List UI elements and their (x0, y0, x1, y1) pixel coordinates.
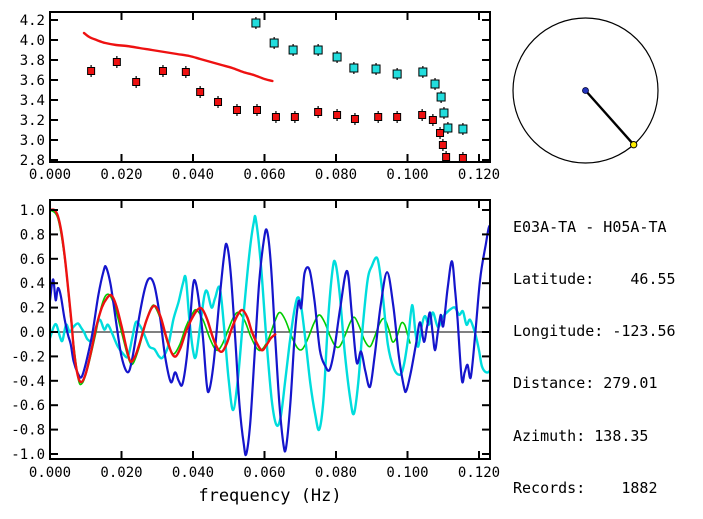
measured-dispersion-cyan-marker (430, 79, 440, 89)
measured-dispersion-red-marker (438, 141, 447, 149)
x-tick-label: 0.000 (29, 465, 71, 481)
dispersion-plot-border (49, 11, 491, 163)
y-tick-label: 3.4 (20, 93, 45, 109)
measured-dispersion-cyan (251, 17, 468, 135)
azimuth-dial (512, 17, 659, 164)
info-row-records: Records: 1882 (513, 478, 658, 497)
y-tick-label: 0.4 (20, 276, 45, 292)
info-row-latitude: Latitude: 46.55 (513, 270, 676, 289)
x-tick-label: 0.080 (315, 167, 357, 183)
waveform-cyan (50, 214, 490, 432)
x-tick-label: 0.100 (386, 167, 428, 183)
y-tick-label: 4.2 (20, 13, 45, 29)
measured-dispersion-cyan-marker (436, 92, 446, 102)
measured-dispersion-cyan-marker (439, 108, 449, 118)
measured-dispersion-cyan-marker (288, 45, 298, 55)
measured-dispersion-red-marker (158, 67, 167, 75)
dispersion-plot[interactable]: 0.000 0.020 0.040 0.060 0.080 0.100 0.120 2.8 3.… (20, 11, 500, 183)
x-tick-label: 0.120 (458, 167, 500, 183)
measured-dispersion-cyan-marker (443, 123, 453, 133)
measured-dispersion-red-marker (428, 116, 437, 124)
measured-dispersion-cyan-marker (269, 38, 279, 48)
measured-dispersion-red-marker (232, 106, 241, 114)
measured-dispersion-red-marker (132, 78, 141, 86)
measured-dispersion-red-marker (458, 154, 467, 162)
measured-dispersion-red-marker (271, 113, 280, 121)
measured-dispersion-red-marker (290, 113, 299, 121)
x-tick-label: 0.040 (172, 465, 214, 481)
y-tick-label: -0.8 (11, 423, 45, 439)
measured-dispersion-cyan-marker (332, 52, 342, 62)
y-tick-label: -0.2 (11, 349, 45, 365)
x-tick-label: 0.100 (386, 465, 428, 481)
x-tick-label: 0.080 (315, 465, 357, 481)
measured-dispersion-red-marker (214, 98, 223, 106)
station-pair-title: E03A-TA - H05A-TA (513, 217, 667, 236)
measured-dispersion-cyan-marker (371, 64, 381, 74)
y-tick-label: -0.6 (11, 398, 45, 414)
measured-dispersion-cyan-marker (418, 67, 428, 77)
measured-dispersion-red-marker (112, 58, 121, 66)
measured-dispersion-red-marker (196, 88, 205, 96)
y-tick-label: 4.0 (20, 33, 45, 49)
dial-circle (512, 17, 659, 164)
waveform-plot[interactable]: 0.000 0.020 0.040 0.060 0.080 0.100 0.120 -1.0 -… (11, 199, 500, 506)
waveform-red (50, 208, 277, 384)
x-tick-label: 0.040 (172, 167, 214, 183)
x-tick-label: 0.020 (100, 465, 142, 481)
measured-dispersion-red-marker (393, 113, 402, 121)
y-tick-label: 3.0 (20, 133, 45, 149)
azimuth-line (584, 89, 635, 146)
measured-dispersion-cyan-marker (458, 124, 468, 134)
measured-dispersion-red-marker (418, 111, 427, 119)
measured-dispersion-red-marker (87, 67, 96, 75)
y-tick-label: 0.0 (20, 325, 45, 341)
y-tick-label: -1.0 (11, 447, 45, 463)
measured-dispersion-red-marker (350, 115, 359, 123)
waveform-blue (50, 224, 490, 457)
dispersion-plot-series (82, 17, 468, 162)
y-tick-label: 0.8 (20, 227, 45, 243)
measured-dispersion-cyan-marker (313, 45, 323, 55)
waveform-green (50, 209, 411, 386)
y-tick-label: 2.8 (20, 153, 45, 169)
y-tick-label: 3.6 (20, 73, 45, 89)
measured-dispersion-red-marker (442, 153, 451, 161)
measured-dispersion-red-marker (436, 129, 445, 137)
measured-dispersion-cyan-marker (251, 18, 261, 28)
waveform-plot-border (49, 199, 491, 460)
x-tick-label: 0.060 (243, 465, 285, 481)
measured-dispersion-red-marker (374, 113, 383, 121)
measured-dispersion-red (87, 56, 467, 162)
info-row-azimuth: Azimuth: 138.35 (513, 426, 649, 445)
y-tick-label: 0.6 (20, 252, 45, 268)
x-tick-label: 0.000 (29, 167, 71, 183)
station-a-dot (582, 87, 589, 94)
waveform-plot-series (50, 208, 490, 457)
x-axis-title: frequency (Hz) (198, 486, 341, 506)
measured-dispersion-cyan-marker (349, 63, 359, 73)
measured-dispersion-cyan-marker (392, 69, 402, 79)
info-row-distance: Distance: 279.01 (513, 374, 658, 393)
station-pair-info: E03A-TA - H05A-TA Latitude: 46.55 Longit… (513, 184, 676, 519)
y-tick-label: 0.2 (20, 301, 45, 317)
reference-dispersion-curve (82, 31, 274, 83)
y-tick-label: 1.0 (20, 203, 45, 219)
info-row-longitude: Longitude: -123.56 (513, 322, 676, 341)
measured-dispersion-red-marker (252, 106, 261, 114)
measured-dispersion-red-marker (314, 108, 323, 116)
x-tick-label: 0.020 (100, 167, 142, 183)
x-tick-label: 0.060 (243, 167, 285, 183)
x-tick-label: 0.120 (458, 465, 500, 481)
y-tick-label: 3.2 (20, 113, 45, 129)
measured-dispersion-red-marker (333, 111, 342, 119)
station-b-dot (629, 140, 638, 149)
y-tick-label: -0.4 (11, 374, 45, 390)
y-tick-label: 3.8 (20, 53, 45, 69)
measured-dispersion-red-marker (181, 68, 190, 76)
